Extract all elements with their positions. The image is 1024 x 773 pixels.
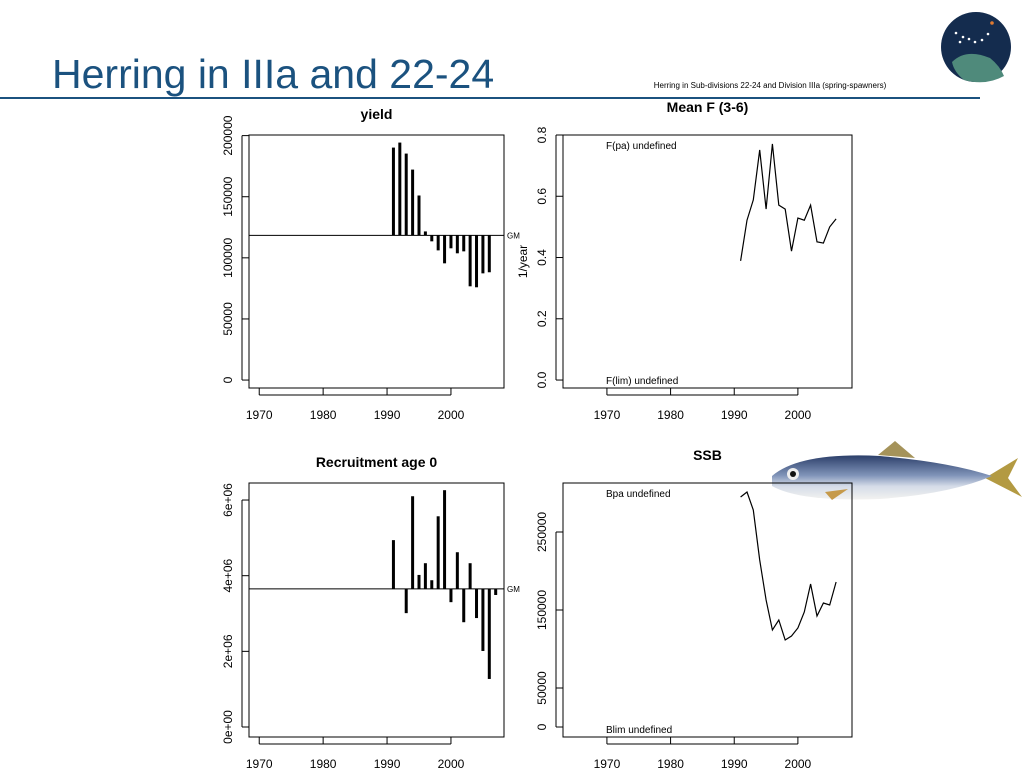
y-tick-label: 150000	[221, 176, 235, 216]
y-tick-label: 0e+00	[221, 710, 235, 744]
reference-label: GM	[507, 585, 520, 594]
bar	[417, 195, 421, 236]
y-tick-label: 100000	[221, 237, 235, 277]
plot-frame	[562, 482, 853, 738]
y-tick-label: 4e+06	[221, 559, 235, 593]
bar	[423, 231, 427, 236]
annotation: F(lim) undefined	[606, 376, 678, 387]
bar	[443, 235, 447, 264]
x-tick-label: 1980	[310, 757, 337, 768]
bar	[411, 496, 415, 589]
chart-title: SSB	[693, 447, 722, 463]
bar	[455, 552, 459, 589]
bar	[462, 588, 466, 623]
x-tick-label: 1990	[721, 757, 748, 768]
x-tick-label: 1980	[657, 408, 684, 422]
annotation: Bpa undefined	[606, 489, 671, 500]
line-series	[740, 491, 837, 641]
y-tick-label: 50000	[535, 671, 549, 705]
y-tick-label: 0	[221, 376, 235, 383]
x-tick-label: 1970	[594, 757, 621, 768]
bar	[468, 235, 472, 287]
chart-title: Mean F (3-6)	[667, 99, 749, 115]
bar	[417, 574, 421, 589]
bar	[481, 235, 485, 274]
plot-frame	[248, 482, 505, 738]
chart: yield 1970 1980 1990 2000 0 50000 100000 150000 2…	[221, 106, 520, 422]
y-tick-label: 6e+06	[221, 483, 235, 517]
x-tick-label: 1970	[246, 757, 273, 768]
y-tick-label: 0	[535, 723, 549, 730]
bar	[449, 235, 453, 249]
bar	[449, 588, 453, 603]
bar	[391, 147, 395, 236]
plot-frame	[562, 134, 853, 389]
bar	[411, 169, 415, 236]
y-tick-label: 0.0	[535, 371, 549, 388]
x-tick-label: 1970	[246, 408, 273, 422]
x-tick-label: 1990	[721, 408, 748, 422]
x-tick-label: 1980	[657, 757, 684, 768]
y-tick-label: 50000	[221, 302, 235, 336]
chart: Mean F (3-6) 1970 1980 1990 2000 0.0 0.2 0.4 0.6…	[516, 99, 853, 422]
x-tick-label: 1970	[594, 408, 621, 422]
annotation: F(pa) undefined	[606, 141, 677, 152]
y-tick-label: 150000	[535, 590, 549, 630]
slide-subtitle: Herring in Sub-divisions 22-24 and Divis…	[654, 81, 887, 90]
chart-title: yield	[361, 106, 393, 122]
bar	[468, 563, 472, 589]
x-tick-label: 2000	[785, 408, 812, 422]
bar	[487, 588, 491, 679]
chart-title: Recruitment age 0	[316, 454, 438, 470]
bar	[404, 588, 408, 614]
bar	[430, 580, 434, 589]
y-tick-label: 200000	[221, 115, 235, 155]
annotation: Blim undefined	[606, 725, 672, 736]
slide-title: Herring in IIIa and 22-24	[52, 51, 494, 97]
bar	[462, 235, 466, 252]
chart: Recruitment age 0 1970 1980 1990 2000 0e+00 2e…	[221, 454, 520, 771]
charts: yield 1970 1980 1990 2000 0 50000 100000 150000 2…	[221, 99, 853, 771]
bar	[391, 540, 395, 589]
line-series	[740, 143, 837, 261]
y-tick-label: 250000	[535, 512, 549, 552]
x-tick-label: 2000	[438, 408, 465, 422]
chart: SSB 1970 1980 1990 2000 0 50000 150000 250000 Bpa…	[535, 447, 853, 771]
bar	[481, 588, 485, 651]
bar	[494, 588, 498, 595]
bar	[430, 235, 434, 242]
y-tick-label: 0.6	[535, 188, 549, 205]
x-tick-label: 1990	[374, 757, 401, 768]
bar	[487, 235, 491, 273]
x-tick-label: 1980	[310, 408, 337, 422]
x-tick-label: 2000	[438, 757, 465, 768]
x-tick-label: 1990	[374, 408, 401, 422]
y-tick-label: 2e+06	[221, 634, 235, 668]
logo	[941, 12, 1011, 83]
bar	[423, 563, 427, 589]
bar	[436, 516, 440, 589]
reference-label: GM	[507, 231, 520, 240]
bar	[443, 490, 447, 589]
x-tick-label: 2000	[785, 757, 812, 768]
bar	[455, 235, 459, 254]
bar	[404, 153, 408, 236]
bar	[436, 235, 440, 251]
y-tick-label: 0.4	[535, 249, 549, 266]
plot-frame	[248, 134, 505, 389]
y-tick-label: 0.8	[535, 126, 549, 143]
bar	[398, 142, 402, 236]
fish-illustration	[772, 441, 1022, 500]
y-axis-label: 1/year	[516, 245, 530, 278]
bar	[475, 588, 479, 619]
bar	[475, 235, 479, 288]
y-tick-label: 0.2	[535, 310, 549, 327]
